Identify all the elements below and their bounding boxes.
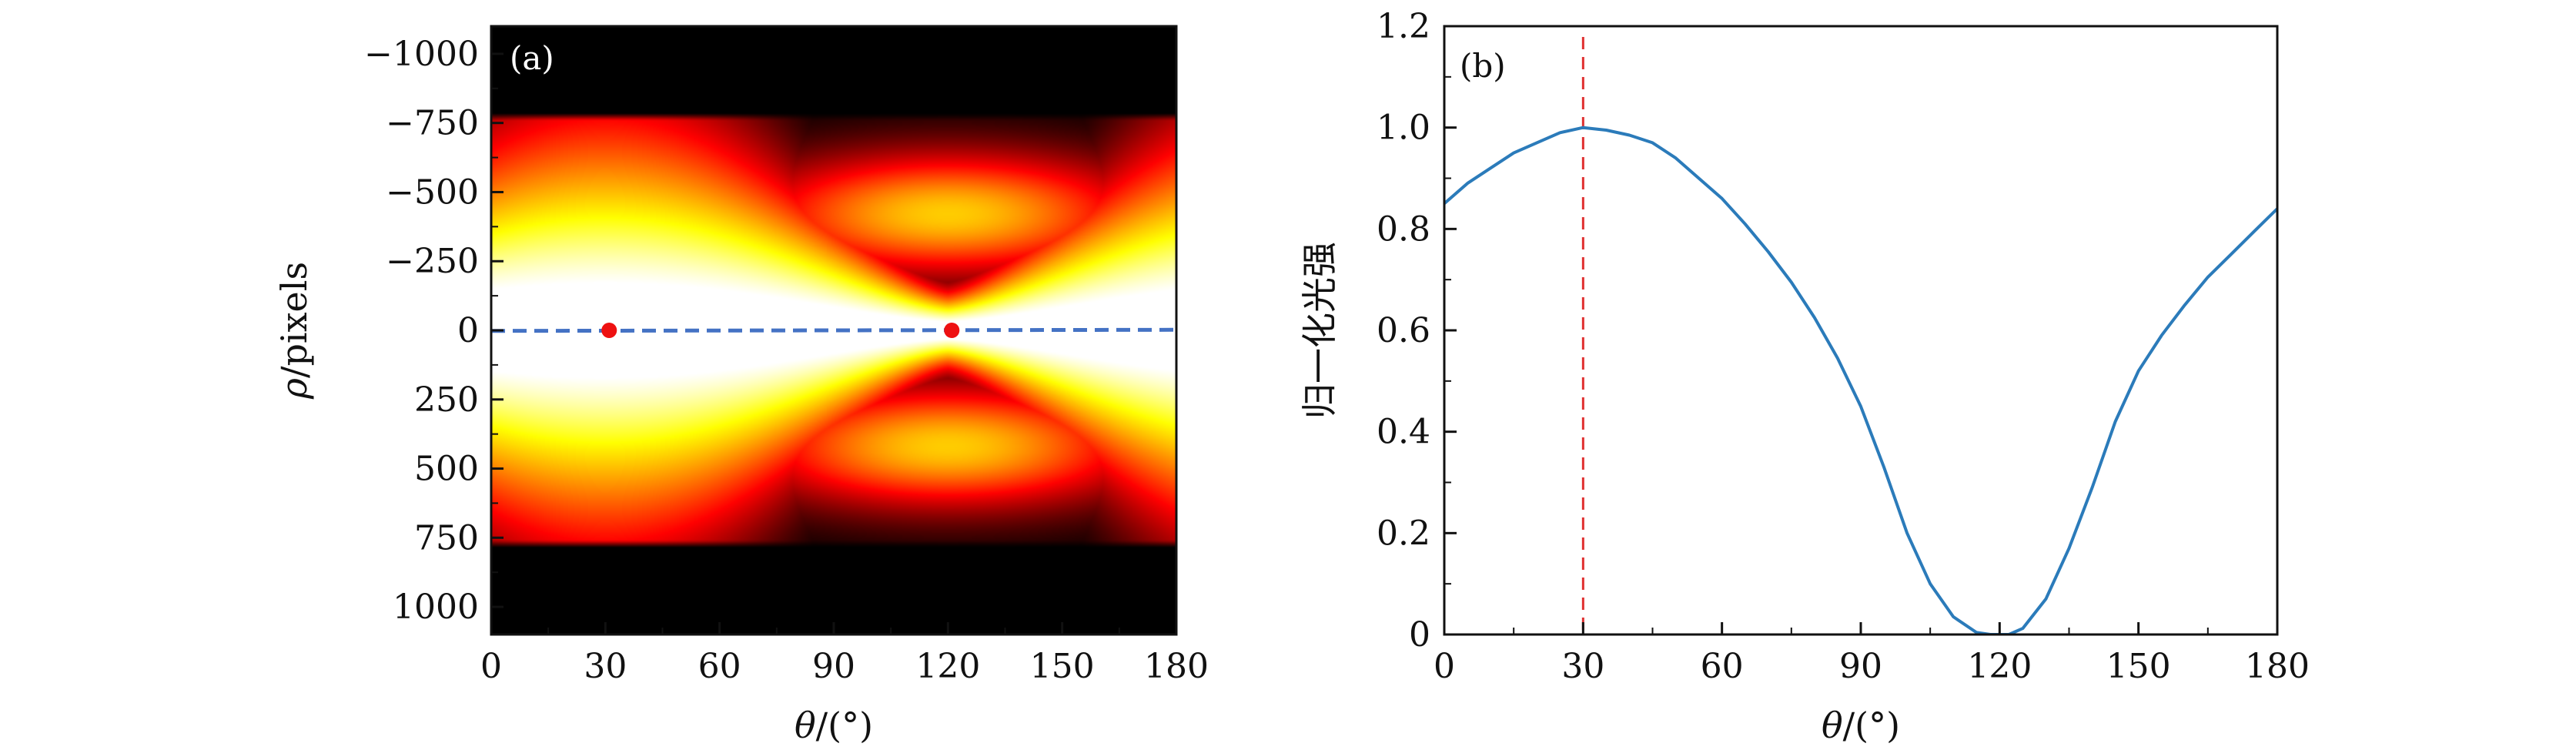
panel-a-xlabel-unit: /(°)	[816, 705, 873, 746]
panel-b-plot	[1444, 37, 2277, 634]
marker-point	[944, 323, 960, 338]
y-tick-label: 1000	[393, 588, 479, 627]
y-tick-label: 1.2	[1377, 7, 1430, 46]
x-tick-label: 120	[1967, 647, 2032, 686]
y-tick-label: −1000	[364, 35, 479, 74]
panel-a-ylabel-var: ρ	[273, 378, 315, 400]
x-tick-label: 120	[915, 647, 980, 686]
panel-b-label: (b)	[1460, 47, 1506, 85]
y-tick-label: 1.0	[1377, 109, 1430, 148]
panel-b-xlabel-var: θ	[1822, 705, 1843, 746]
panel-a-ylabel-unit: /pixels	[273, 262, 315, 378]
heatmap-overlay	[490, 323, 1177, 338]
panel-b-axes: 0 30 60 90 120 150 180 0 0.2 0.4 0.6 0.8 1.0 1.2	[1377, 7, 2310, 686]
y-tick-label: −500	[386, 172, 479, 212]
y-tick-label: 0.4	[1377, 413, 1430, 452]
marker-point	[601, 323, 617, 338]
x-tick-label: 150	[2106, 647, 2171, 686]
y-tick-label: 0	[457, 311, 479, 350]
panel-b-frame	[1443, 25, 2279, 636]
panel-a: 0 30 60 90 120 150 180 −1000 −750 −500 −250 0 250 500…	[273, 25, 1209, 746]
panel-b-xlabel: θ/(°)	[1822, 705, 1900, 746]
x-tick-label: 60	[1701, 647, 1744, 686]
x-tick-label: 60	[698, 647, 741, 686]
panel-a-label: (a)	[510, 39, 554, 77]
series-line	[1444, 126, 2277, 634]
y-tick-label: 0.8	[1377, 209, 1430, 249]
x-tick-label: 0	[480, 647, 502, 686]
x-tick-label: 30	[584, 647, 627, 686]
panel-a-ylabel: ρ/pixels	[273, 262, 315, 400]
panel-a-xlabel: θ/(°)	[795, 705, 873, 746]
y-tick-label: −250	[386, 242, 479, 281]
x-tick-label: 0	[1434, 647, 1455, 686]
y-tick-label: 250	[414, 380, 479, 420]
panel-b-xlabel-unit: /(°)	[1843, 705, 1900, 746]
y-tick-label: 0.6	[1377, 311, 1430, 350]
x-tick-label: 180	[1144, 647, 1209, 686]
y-tick-label: 750	[414, 518, 479, 557]
x-tick-label: 90	[812, 647, 855, 686]
panel-a-xlabel-var: θ	[795, 705, 816, 746]
x-tick-label: 150	[1030, 647, 1095, 686]
panel-b-ylabel: 归一化光强	[1299, 242, 1340, 419]
x-tick-label: 180	[2245, 647, 2310, 686]
panel-a-axes: 0 30 60 90 120 150 180 −1000 −750 −500 −250 0 250 500…	[364, 35, 1209, 686]
x-tick-label: 90	[1839, 647, 1882, 686]
y-tick-label: −750	[386, 104, 479, 143]
y-tick-label: 0.2	[1377, 514, 1430, 553]
x-tick-label: 30	[1561, 647, 1604, 686]
y-tick-label: 0	[1409, 615, 1430, 655]
y-tick-label: 500	[414, 450, 479, 489]
